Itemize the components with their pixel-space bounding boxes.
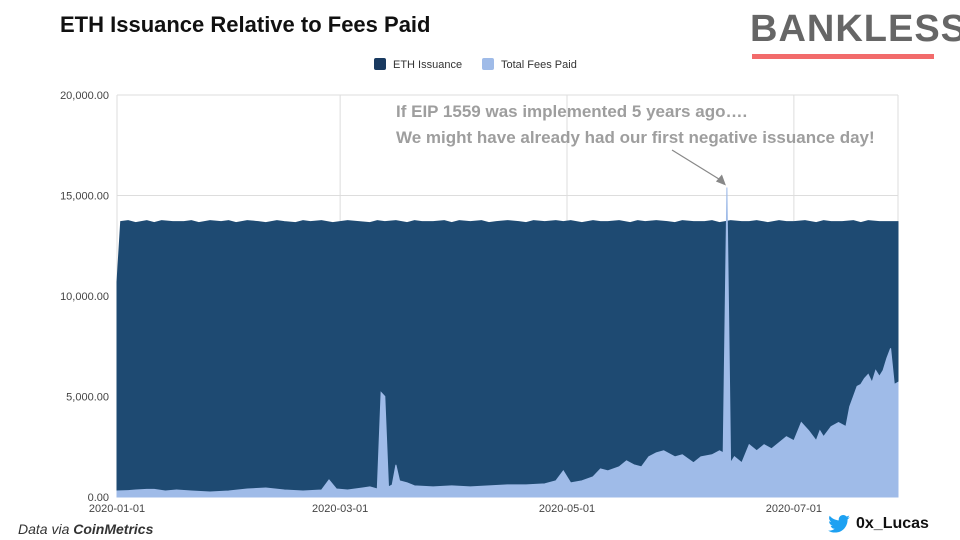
bankless-logo: BANKLESS: [750, 8, 960, 50]
brand-underline: [752, 54, 934, 59]
series-areas: [116, 187, 899, 498]
x-tick-label: 2020-07-01: [766, 503, 822, 515]
data-source: Data via CoinMetrics: [18, 521, 153, 537]
y-tick-label: 5,000.00: [66, 392, 109, 404]
annotation: If EIP 1559 was implemented 5 years ago……: [396, 102, 875, 186]
chart-title: ETH Issuance Relative to Fees Paid: [60, 12, 431, 37]
x-tick-label: 2020-01-01: [89, 503, 145, 515]
area-total-fees-paid: [116, 187, 899, 498]
legend: ETH Issuance Total Fees Paid: [374, 58, 577, 71]
data-source-name: CoinMetrics: [73, 521, 154, 537]
area-eth-issuance: [116, 220, 899, 498]
twitter-credit[interactable]: 0x_Lucas: [828, 515, 929, 533]
y-tick-label: 15,000.00: [60, 191, 109, 203]
y-tick-label: 10,000.00: [60, 291, 109, 303]
data-source-prefix: Data via: [18, 521, 74, 537]
legend-label-issuance: ETH Issuance: [393, 59, 462, 71]
annotation-arrowhead: [715, 174, 726, 186]
axes: 0.00 5,000.00 10,000.00 15,000.00 20,000.00 2…: [60, 90, 822, 515]
y-tick-label: 20,000.00: [60, 90, 109, 102]
legend-swatch-fees: [482, 58, 494, 70]
twitter-handle[interactable]: 0x_Lucas: [856, 515, 929, 532]
legend-label-fees: Total Fees Paid: [501, 59, 577, 71]
annotation-arrow-line: [671, 149, 724, 182]
annotation-line-2: We might have already had our first nega…: [396, 128, 875, 147]
x-tick-label: 2020-03-01: [312, 503, 368, 515]
twitter-bird-icon: [828, 515, 850, 533]
x-tick-label: 2020-05-01: [539, 503, 595, 515]
legend-swatch-issuance: [374, 58, 386, 70]
y-tick-label: 0.00: [88, 492, 109, 504]
annotation-line-1: If EIP 1559 was implemented 5 years ago……: [396, 102, 747, 121]
